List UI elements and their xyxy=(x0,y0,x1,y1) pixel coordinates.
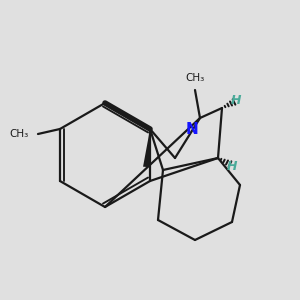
Text: H: H xyxy=(231,94,241,106)
Text: CH₃: CH₃ xyxy=(185,73,205,83)
Text: H: H xyxy=(227,160,237,172)
Text: N: N xyxy=(186,122,198,137)
Text: CH₃: CH₃ xyxy=(10,129,29,139)
Polygon shape xyxy=(143,129,151,167)
